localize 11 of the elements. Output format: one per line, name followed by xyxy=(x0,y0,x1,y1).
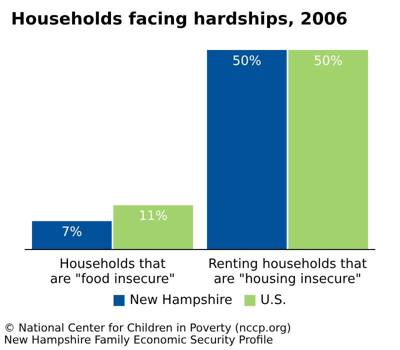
text: © National Center for Children in Poverty (nccp.org) xyxy=(4,322,292,334)
x-tick-label: Renting households that are "housing insecure" xyxy=(208,257,367,287)
data-label: 50% xyxy=(314,54,343,69)
x-tick-label: Households that are "food insecure" xyxy=(50,257,176,287)
legend-label: New Hampshire xyxy=(130,293,232,308)
text: New Hampshire Family Economic Security Profile xyxy=(4,334,274,346)
chart-title: Households facing hardships, 2006 xyxy=(11,10,348,30)
data-label: 50% xyxy=(232,54,262,69)
data-label: 7% xyxy=(62,225,82,240)
data-label: 11% xyxy=(138,209,168,224)
legend-label: U.S. xyxy=(260,293,286,308)
